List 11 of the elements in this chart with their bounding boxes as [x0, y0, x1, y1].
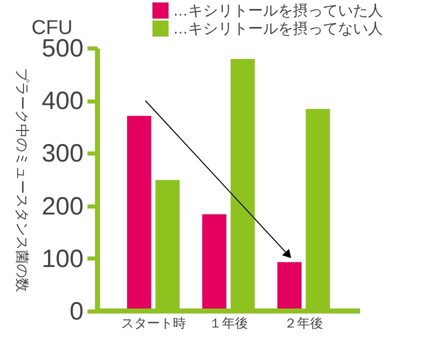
y-tick-label: 0	[70, 298, 84, 326]
x-tick-label: ２年後	[284, 316, 324, 330]
y-tick-label: 400	[42, 87, 84, 116]
y-tick-label: 100	[42, 244, 84, 273]
legend-label: …キシリトールを摂ってない人	[173, 20, 383, 38]
y-axis-title: プラーク中のミュースタンス菌の数	[14, 68, 30, 292]
x-tick-label: スタート時	[120, 316, 186, 330]
y-tick-label: 200	[42, 192, 84, 220]
legend-label: …キシリトールを摂っていた人	[173, 2, 383, 20]
x-tick-label: １年後	[209, 316, 248, 330]
y-tick-label: 300	[42, 140, 84, 168]
